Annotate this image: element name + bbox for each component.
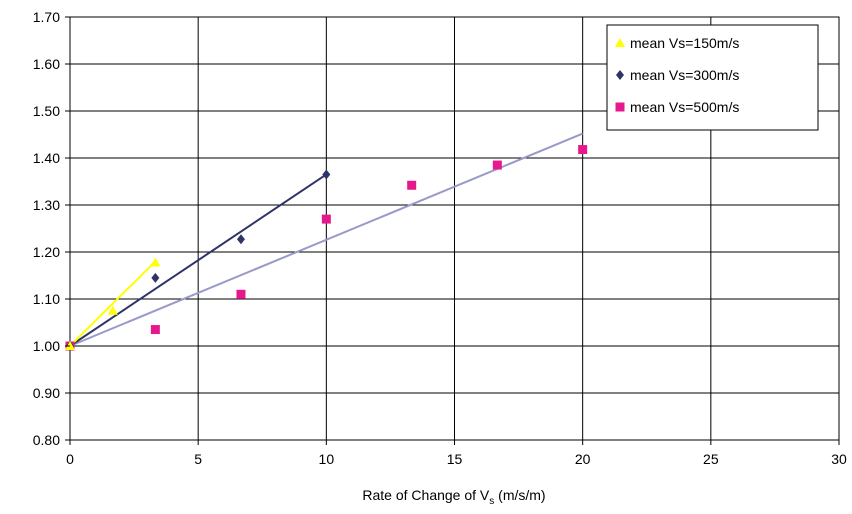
y-tick-label: 1.50 bbox=[33, 103, 60, 119]
x-tick-label: 20 bbox=[575, 451, 591, 467]
x-tick-label: 30 bbox=[831, 451, 847, 467]
legend-label: mean Vs=150m/s bbox=[630, 35, 739, 51]
y-tick-label: 1.60 bbox=[33, 56, 60, 72]
legend-marker-square bbox=[616, 103, 625, 112]
data-point-square bbox=[322, 215, 331, 224]
y-tick-label: 1.20 bbox=[33, 244, 60, 260]
x-tick-label: 25 bbox=[703, 451, 719, 467]
y-tick-label: 1.10 bbox=[33, 291, 60, 307]
y-tick-label: 0.90 bbox=[33, 385, 60, 401]
data-point-square bbox=[236, 290, 245, 299]
data-point-square bbox=[151, 325, 160, 334]
x-axis-title: Rate of Change of Vs (m/s/m) bbox=[362, 487, 545, 507]
data-point-square bbox=[493, 161, 502, 170]
x-axis-title-units: (m/s/m) bbox=[494, 487, 545, 503]
y-tick-label: 1.70 bbox=[33, 9, 60, 25]
y-tick-label: 1.30 bbox=[33, 197, 60, 213]
data-point-square bbox=[578, 145, 587, 154]
x-tick-label: 0 bbox=[66, 451, 74, 467]
y-axis-ticks: 0.80 0.90 1.00 1.10 1.20 1.30 1.40 1.50 1.60 1.70 bbox=[33, 9, 70, 448]
y-tick-label: 1.40 bbox=[33, 150, 60, 166]
x-tick-label: 15 bbox=[447, 451, 463, 467]
y-tick-label: 1.00 bbox=[33, 338, 60, 354]
y-tick-label: 0.80 bbox=[33, 432, 60, 448]
legend-label: mean Vs=300m/s bbox=[630, 67, 739, 83]
x-tick-label: 5 bbox=[194, 451, 202, 467]
legend: mean Vs=150m/s mean Vs=300m/s mean Vs=500m… bbox=[607, 25, 818, 130]
x-axis-ticks: 0 5 10 15 20 25 30 bbox=[66, 440, 847, 467]
legend-label: mean Vs=500m/s bbox=[630, 99, 739, 115]
x-tick-label: 10 bbox=[319, 451, 335, 467]
data-point-square bbox=[407, 181, 416, 190]
x-axis-title-main: Rate of Change of V bbox=[362, 487, 490, 503]
